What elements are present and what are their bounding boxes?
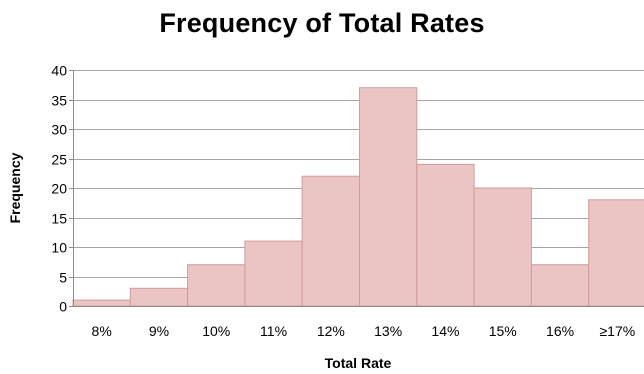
x-tick-labels: 8% 9% 10% 11% 12% 13% 14% 15% 16% ≥17% xyxy=(92,323,636,339)
chart-title: Frequency of Total Rates xyxy=(159,8,485,38)
bar-2 xyxy=(187,264,246,307)
y-tick-label: 5 xyxy=(59,270,67,286)
axes xyxy=(69,70,644,307)
x-tick-label: 8% xyxy=(92,323,112,339)
x-tick-label: 16% xyxy=(546,323,574,339)
y-axis-title: Frequency xyxy=(7,152,23,223)
x-tick-label: ≥17% xyxy=(599,323,635,339)
x-tick-label: 11% xyxy=(260,323,287,339)
bar-9 xyxy=(588,199,644,307)
y-tick-label: 0 xyxy=(59,299,67,315)
x-axis-title: Total Rate xyxy=(325,355,392,371)
y-tick-label: 30 xyxy=(51,122,67,138)
bar-1 xyxy=(129,287,189,307)
y-tick-label: 20 xyxy=(51,181,67,197)
bar-5 xyxy=(359,87,418,307)
x-tick-label: 13% xyxy=(374,323,402,339)
y-tick-label: 25 xyxy=(51,152,67,168)
x-tick-label: 12% xyxy=(317,323,345,339)
bar-4 xyxy=(301,175,361,307)
y-tick-label: 40 xyxy=(51,63,67,79)
x-tick-label: 15% xyxy=(489,323,517,339)
bar-7 xyxy=(473,187,532,307)
bar-0 xyxy=(72,299,131,307)
x-tick-label: 9% xyxy=(149,323,169,339)
y-tick-label: 15 xyxy=(51,211,67,227)
bars xyxy=(72,87,644,307)
x-tick-label: 14% xyxy=(431,323,459,339)
y-tick-labels: 0 5 10 15 20 25 30 35 40 xyxy=(51,63,67,315)
y-tick-label: 35 xyxy=(51,93,67,109)
x-tick-label: 10% xyxy=(202,323,230,339)
y-tick-label: 10 xyxy=(51,240,67,256)
bar-3 xyxy=(244,240,303,307)
bar-6 xyxy=(416,163,475,307)
bar-8 xyxy=(530,264,590,307)
